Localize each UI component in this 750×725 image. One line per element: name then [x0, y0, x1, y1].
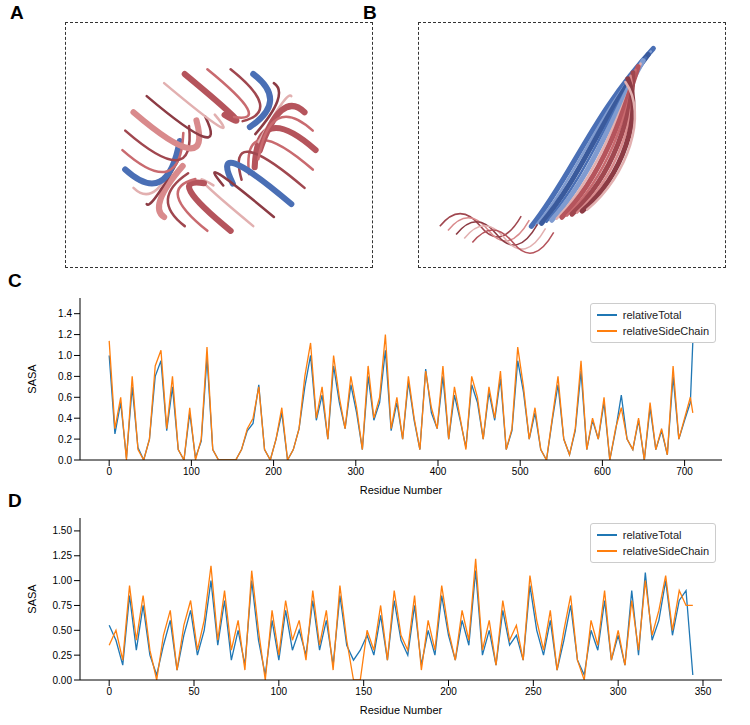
- svg-text:100: 100: [270, 686, 287, 697]
- html-text:relativeSideChain: relativeSideChain: [622, 545, 709, 557]
- svg-text:0: 0: [106, 686, 112, 697]
- svg-text:150: 150: [355, 686, 372, 697]
- svg-text:300: 300: [347, 466, 364, 477]
- html-text:C: C: [8, 270, 22, 291]
- svg-text:Residue Number: Residue Number: [360, 484, 443, 496]
- html-text:relativeSideChain: relativeSideChain: [622, 325, 709, 337]
- svg-text:600: 600: [594, 466, 611, 477]
- svg-text:1.4: 1.4: [58, 308, 72, 319]
- svg-text:350: 350: [695, 686, 712, 697]
- html-text:B: B: [363, 2, 377, 23]
- svg-text:250: 250: [525, 686, 542, 697]
- svg-text:0.25: 0.25: [53, 650, 73, 661]
- svg-text:100: 100: [183, 466, 200, 477]
- svg-text:300: 300: [610, 686, 627, 697]
- svg-text:1.2: 1.2: [58, 329, 72, 340]
- html-text:D: D: [8, 490, 22, 511]
- svg-text:0.00: 0.00: [53, 675, 73, 686]
- svg-text:1.0: 1.0: [58, 350, 72, 361]
- html-text:A: A: [10, 2, 24, 23]
- svg-text:0.75: 0.75: [53, 600, 73, 611]
- svg-text:0.4: 0.4: [58, 413, 72, 424]
- svg-text:200: 200: [265, 466, 282, 477]
- svg-text:0.6: 0.6: [58, 392, 72, 403]
- svg-text:1.00: 1.00: [53, 575, 73, 586]
- svg-text:200: 200: [440, 686, 457, 697]
- svg-text:50: 50: [188, 686, 200, 697]
- svg-text:Residue Number: Residue Number: [360, 704, 443, 716]
- html-text:relativeTotal: relativeTotal: [622, 309, 682, 321]
- svg-text:400: 400: [430, 466, 447, 477]
- svg-text:500: 500: [512, 466, 529, 477]
- svg-text:700: 700: [676, 466, 693, 477]
- html-text:relativeTotal: relativeTotal: [622, 529, 682, 541]
- svg-text:SASA: SASA: [26, 584, 38, 614]
- svg-text:SASA: SASA: [26, 364, 38, 394]
- svg-text:1.50: 1.50: [53, 525, 73, 536]
- svg-text:1.25: 1.25: [53, 550, 73, 561]
- svg-text:0.2: 0.2: [58, 434, 72, 445]
- svg-text:0.8: 0.8: [58, 371, 72, 382]
- svg-text:0.50: 0.50: [53, 625, 73, 636]
- svg-text:0: 0: [106, 466, 112, 477]
- svg-text:0.0: 0.0: [58, 455, 72, 466]
